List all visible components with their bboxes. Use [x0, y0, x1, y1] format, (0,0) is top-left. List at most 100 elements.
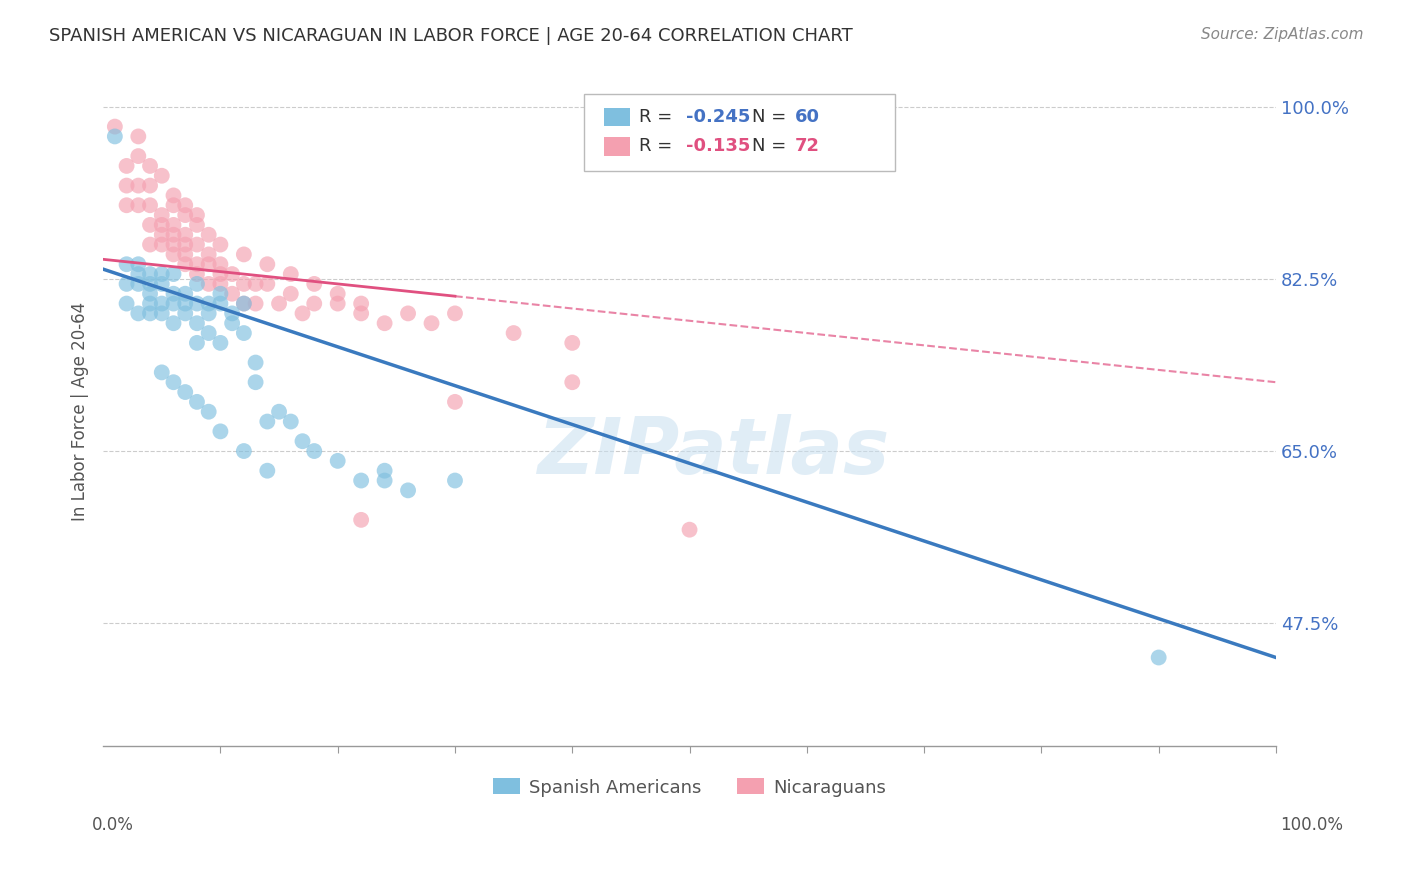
Point: [174, 208, 197, 222]
Point: [502, 326, 524, 340]
Point: [221, 316, 243, 330]
Point: [209, 277, 232, 291]
Point: [127, 178, 149, 193]
Point: [150, 365, 173, 379]
Point: [139, 178, 162, 193]
Point: [162, 218, 184, 232]
Point: [162, 286, 184, 301]
Point: [291, 434, 314, 449]
Point: [209, 296, 232, 310]
Point: [150, 218, 173, 232]
FancyBboxPatch shape: [605, 108, 630, 127]
Point: [256, 415, 278, 429]
Point: [127, 277, 149, 291]
Text: ZIPatlas: ZIPatlas: [537, 414, 889, 490]
Point: [162, 227, 184, 242]
Point: [444, 474, 467, 488]
Point: [150, 296, 173, 310]
Point: [561, 335, 583, 350]
Point: [197, 296, 219, 310]
Point: [396, 483, 419, 498]
Point: [232, 296, 254, 310]
Point: [150, 306, 173, 320]
Point: [186, 316, 208, 330]
Point: [150, 169, 173, 183]
Point: [326, 454, 349, 468]
Point: [245, 355, 267, 369]
Point: [127, 198, 149, 212]
Point: [162, 296, 184, 310]
Point: [350, 306, 373, 320]
Point: [302, 444, 325, 458]
Point: [209, 286, 232, 301]
Point: [256, 257, 278, 271]
Point: [139, 267, 162, 281]
Point: [326, 296, 349, 310]
Point: [221, 267, 243, 281]
FancyBboxPatch shape: [583, 95, 894, 171]
Text: 60: 60: [796, 108, 820, 126]
Point: [267, 405, 290, 419]
Text: Source: ZipAtlas.com: Source: ZipAtlas.com: [1201, 27, 1364, 42]
Point: [115, 296, 138, 310]
Point: [245, 375, 267, 389]
Point: [302, 296, 325, 310]
Point: [186, 277, 208, 291]
Text: R =: R =: [640, 108, 678, 126]
Point: [174, 385, 197, 400]
Point: [174, 286, 197, 301]
Point: [174, 198, 197, 212]
Point: [245, 277, 267, 291]
Point: [150, 277, 173, 291]
Point: [150, 237, 173, 252]
Point: [232, 247, 254, 261]
Point: [232, 277, 254, 291]
Text: SPANISH AMERICAN VS NICARAGUAN IN LABOR FORCE | AGE 20-64 CORRELATION CHART: SPANISH AMERICAN VS NICARAGUAN IN LABOR …: [49, 27, 853, 45]
Point: [150, 227, 173, 242]
Point: [221, 306, 243, 320]
Point: [326, 286, 349, 301]
Point: [174, 237, 197, 252]
Point: [139, 218, 162, 232]
Point: [350, 474, 373, 488]
Point: [115, 198, 138, 212]
Point: [256, 464, 278, 478]
Point: [115, 159, 138, 173]
Point: [150, 267, 173, 281]
Point: [127, 129, 149, 144]
Point: [209, 237, 232, 252]
Text: 72: 72: [796, 137, 820, 155]
Y-axis label: In Labor Force | Age 20-64: In Labor Force | Age 20-64: [72, 302, 89, 521]
Point: [162, 188, 184, 202]
Point: [280, 286, 302, 301]
Point: [186, 296, 208, 310]
Point: [162, 247, 184, 261]
Point: [350, 296, 373, 310]
Point: [186, 218, 208, 232]
Legend: Spanish Americans, Nicaraguans: Spanish Americans, Nicaraguans: [485, 771, 894, 804]
Point: [245, 296, 267, 310]
Point: [174, 306, 197, 320]
Point: [197, 326, 219, 340]
Point: [139, 306, 162, 320]
Point: [186, 335, 208, 350]
Point: [104, 120, 127, 134]
Point: [197, 227, 219, 242]
Point: [162, 316, 184, 330]
Point: [115, 277, 138, 291]
Point: [139, 286, 162, 301]
Point: [1147, 650, 1170, 665]
Point: [139, 277, 162, 291]
Point: [232, 444, 254, 458]
Point: [186, 257, 208, 271]
Point: [256, 277, 278, 291]
Point: [115, 178, 138, 193]
Point: [444, 395, 467, 409]
Point: [162, 237, 184, 252]
Point: [350, 513, 373, 527]
Point: [162, 375, 184, 389]
Point: [420, 316, 443, 330]
Point: [302, 277, 325, 291]
Point: [232, 296, 254, 310]
Point: [221, 286, 243, 301]
